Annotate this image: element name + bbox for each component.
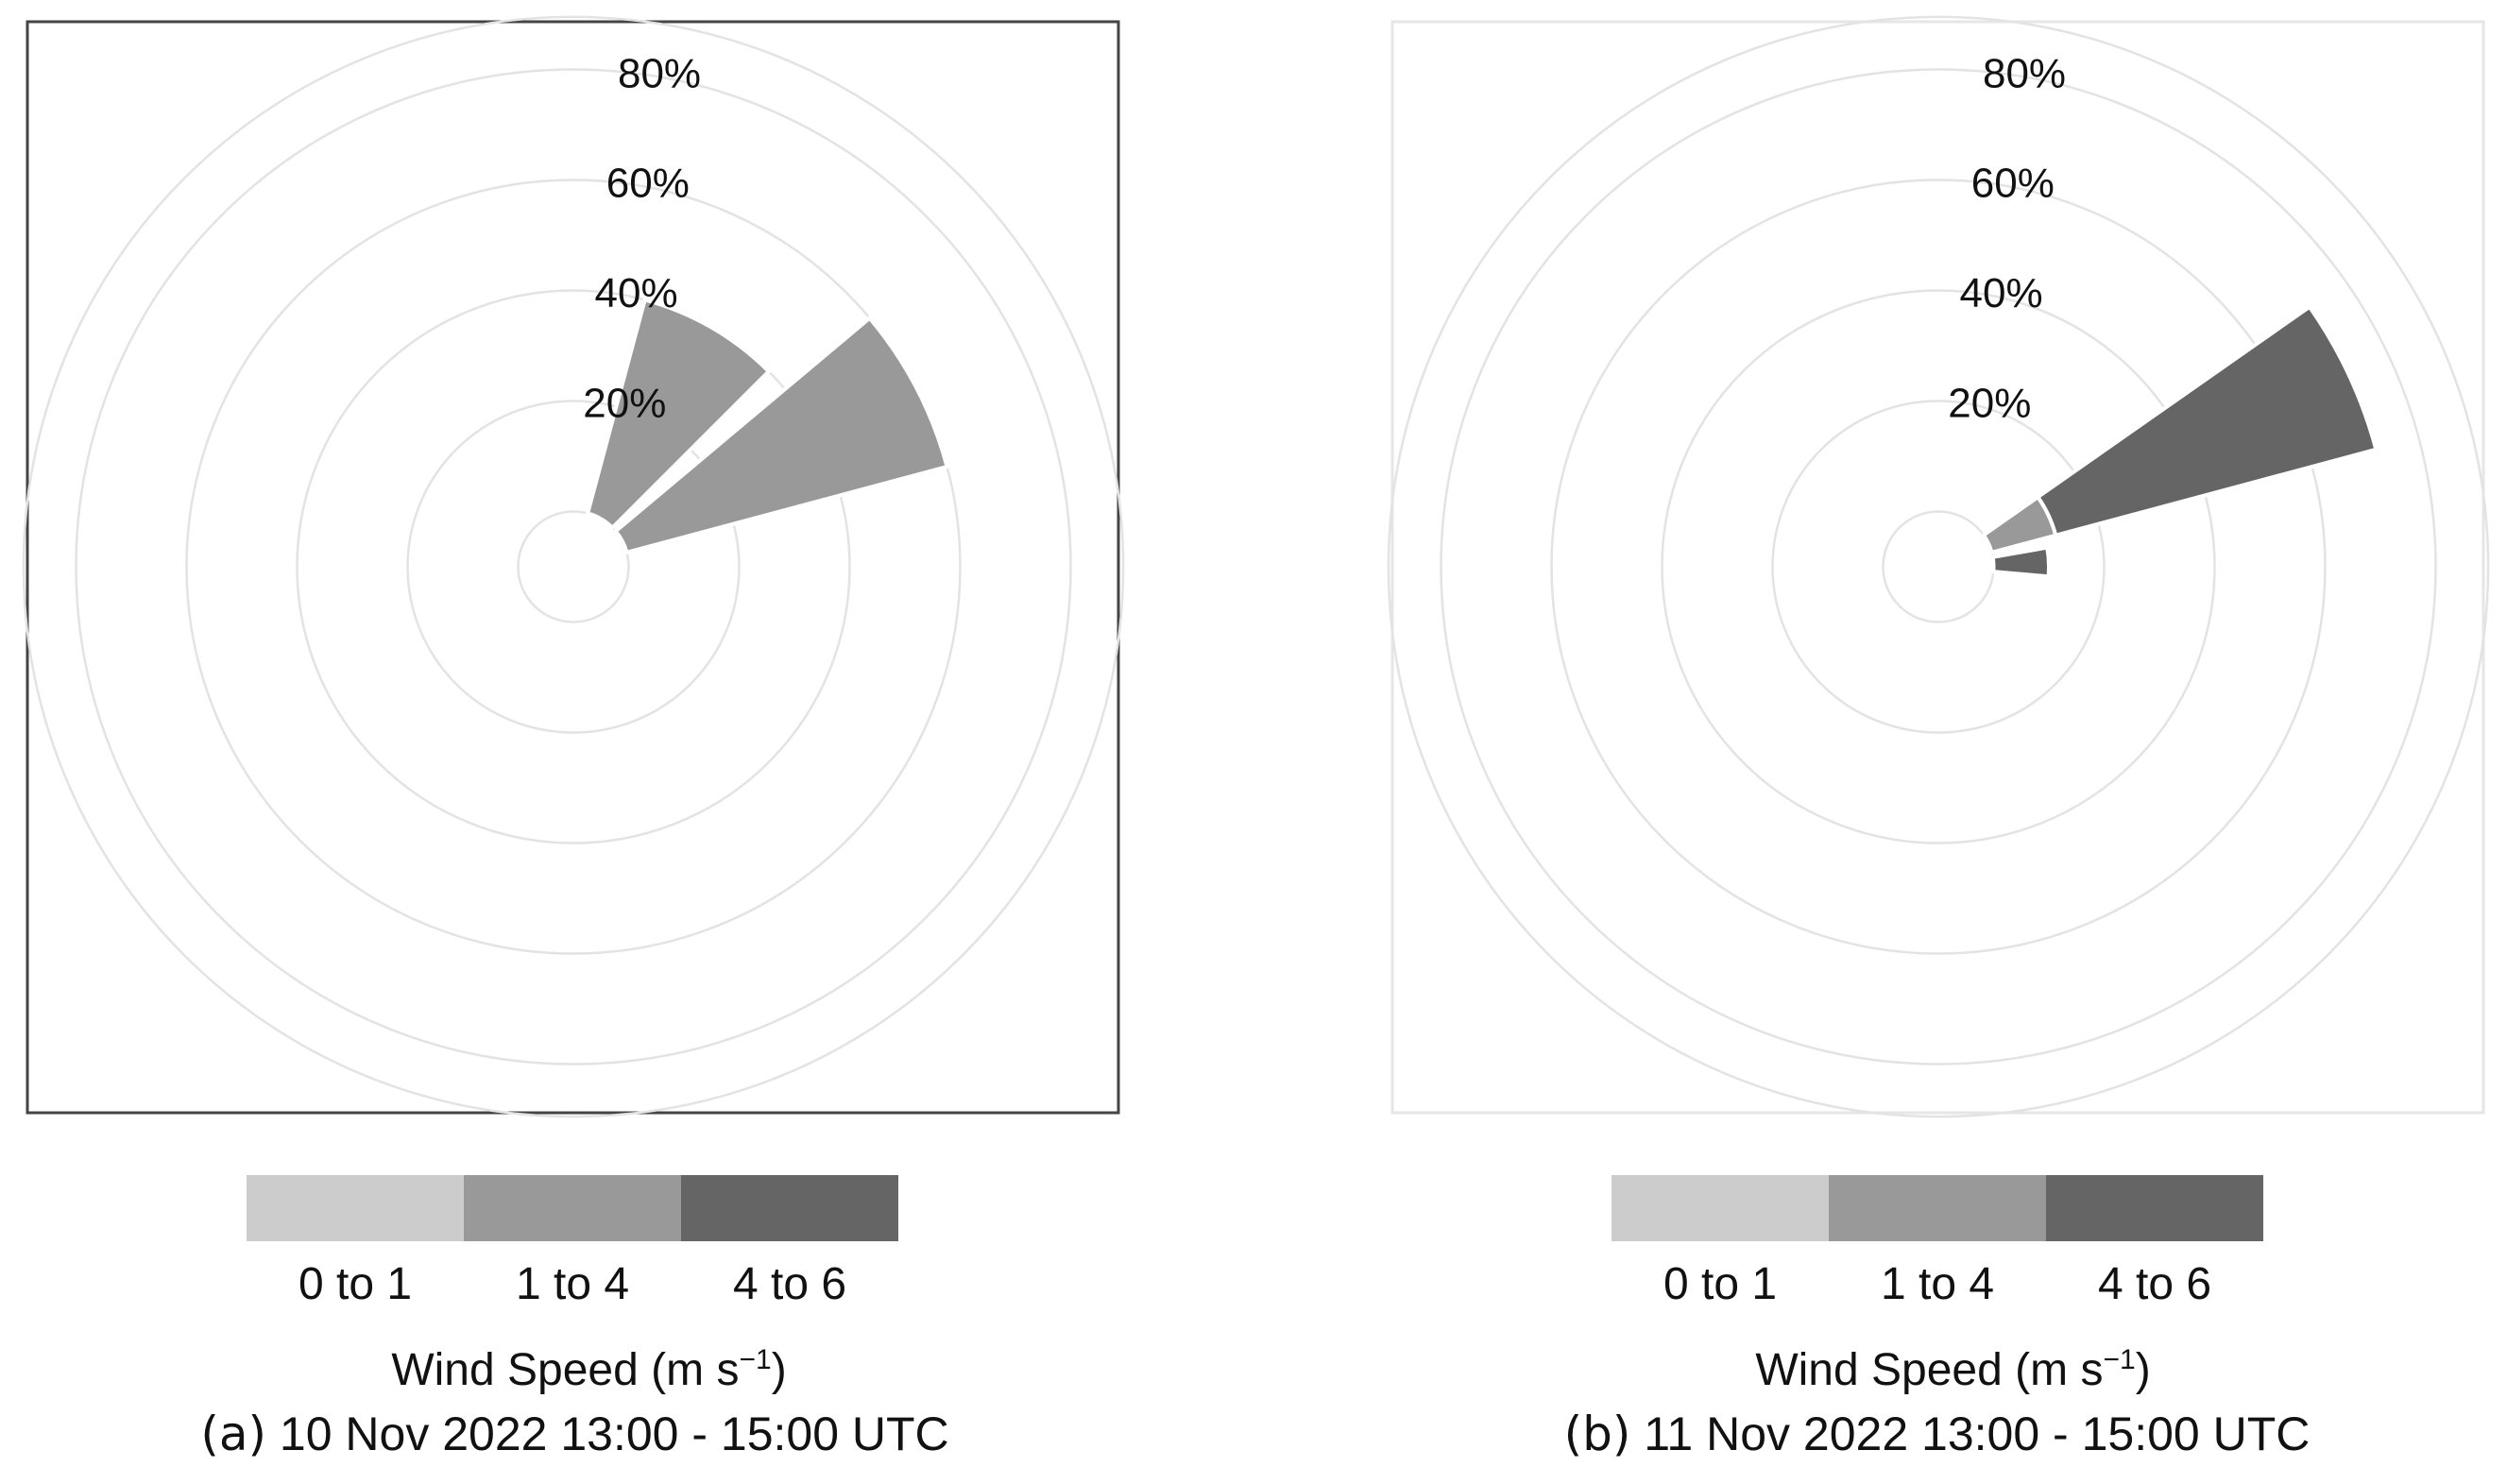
panel-caption-text-b: 11 Nov 2022 13:00 - 15:00 UTC bbox=[1644, 1407, 2311, 1460]
radial-tick-label: 40% bbox=[1960, 270, 2043, 316]
radial-tick-label: 20% bbox=[1948, 380, 2031, 426]
grid-circle-outer bbox=[1387, 15, 2490, 1118]
wind-rose-panel-a: 20% 40% 60% 80% 0 to 1 1 to 4 4 to 6 Wind S… bbox=[0, 15, 1202, 1472]
legend-labels-a: 0 to 1 1 to 4 4 to 6 bbox=[247, 1256, 898, 1313]
legend-swatch-4-to-6 bbox=[681, 1175, 898, 1241]
legend-swatch-0-to-1 bbox=[1612, 1175, 1829, 1241]
panel-label-b: (b) bbox=[1563, 1407, 1631, 1461]
legend-swatch-1-to-4 bbox=[464, 1175, 681, 1241]
legend-swatch-4-to-6 bbox=[2046, 1175, 2263, 1241]
radial-tick-label: 40% bbox=[595, 270, 678, 316]
wind-sector-4-to-6 bbox=[2035, 304, 2379, 538]
wind-rose-panel-b: 20% 40% 60% 80% 0 to 1 1 to 4 4 to 6 Wind S… bbox=[1254, 0, 2507, 1484]
grid-circle bbox=[1771, 400, 2106, 734]
panel-caption-text-a: 10 Nov 2022 13:00 - 15:00 UTC bbox=[279, 1407, 949, 1460]
grid-circle-outer bbox=[22, 15, 1125, 1118]
legend-label-0-to-1: 0 to 1 bbox=[1663, 1259, 1778, 1309]
grid-circle bbox=[296, 289, 851, 844]
wind-sector-4-to-6 bbox=[1990, 545, 2051, 579]
radial-tick-label: 60% bbox=[606, 161, 690, 207]
grid-circle bbox=[1550, 179, 2327, 955]
center-circle bbox=[1882, 510, 1995, 623]
wind-sector-1-to-4 bbox=[585, 298, 772, 531]
panel-caption-a: (a) 10 Nov 2022 13:00 - 15:00 UTC bbox=[0, 1396, 1202, 1472]
legend-colorbar-b bbox=[1612, 1175, 2263, 1241]
radial-tick-label: 80% bbox=[618, 50, 701, 96]
radial-tick-label: 80% bbox=[1983, 50, 2066, 96]
wind-sector-1-to-4 bbox=[612, 315, 949, 555]
plot-frame bbox=[26, 20, 1120, 1115]
legend-label-1-to-4: 1 to 4 bbox=[515, 1259, 630, 1309]
grid-circle bbox=[1440, 68, 2437, 1066]
legend-label-4-to-6: 4 to 6 bbox=[2097, 1259, 2212, 1309]
radial-tick-label: 60% bbox=[1971, 161, 2055, 207]
legend-label-1-to-4: 1 to 4 bbox=[1880, 1259, 1995, 1309]
grid-circle bbox=[75, 68, 1072, 1066]
legend-labels-b: 0 to 1 1 to 4 4 to 6 bbox=[1612, 1256, 2263, 1313]
legend-label-0-to-1: 0 to 1 bbox=[298, 1259, 413, 1309]
wind-rose-chart-a: 20% 40% 60% 80% bbox=[22, 15, 1125, 1118]
grid-circle bbox=[185, 179, 962, 955]
legend-swatch-1-to-4 bbox=[1829, 1175, 2046, 1241]
wind-rose-chart-b: 20% 40% 60% 80% bbox=[1387, 15, 2490, 1118]
legend-title-b: Wind Speed (m s−1) bbox=[1755, 1344, 2151, 1395]
plot-frame bbox=[1390, 20, 2485, 1115]
grid-circle bbox=[406, 400, 741, 734]
center-circle bbox=[517, 510, 630, 623]
radial-tick-label: 20% bbox=[583, 380, 666, 426]
panel-label-a: (a) bbox=[200, 1407, 266, 1461]
legend-colorbar-a bbox=[247, 1175, 898, 1241]
grid-circle bbox=[1661, 289, 2216, 844]
panel-caption-b: (b) 11 Nov 2022 13:00 - 15:00 UTC bbox=[1310, 1396, 2507, 1472]
legend-title-a: Wind Speed (m s−1) bbox=[391, 1344, 787, 1395]
legend-label-4-to-6: 4 to 6 bbox=[732, 1259, 847, 1309]
legend-swatch-0-to-1 bbox=[247, 1175, 464, 1241]
